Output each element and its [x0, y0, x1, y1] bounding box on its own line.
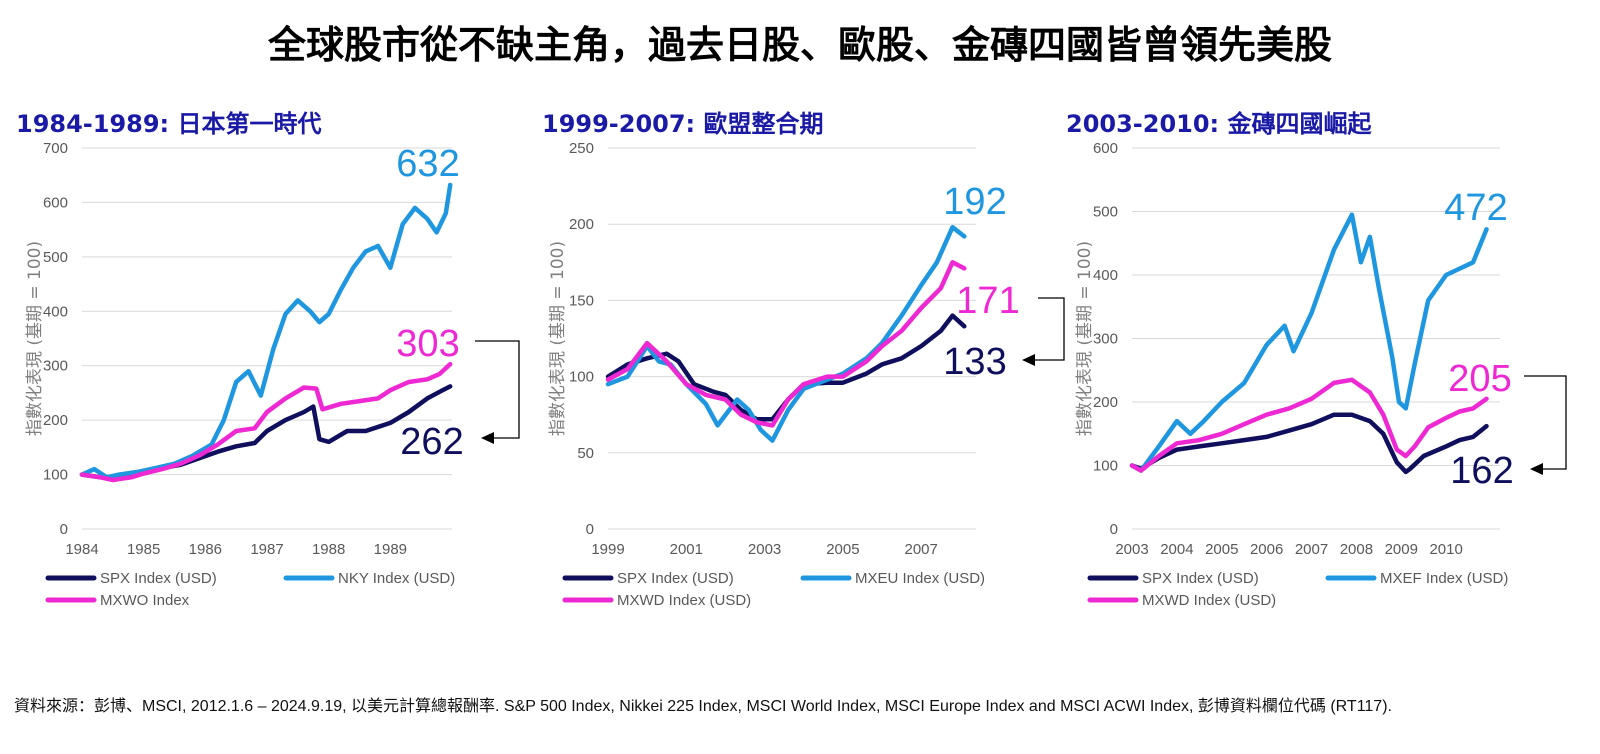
- end-value-label-spx: 162: [1450, 450, 1513, 492]
- y-tick-label: 500: [43, 249, 68, 266]
- chart-2-title: 1999-2007: 歐盟整合期: [542, 110, 824, 138]
- y-axis-label: 指數化表現 (基期 = 100): [1075, 241, 1095, 436]
- x-tick-label: 2009: [1385, 541, 1418, 558]
- x-tick-label: 2010: [1429, 541, 1462, 558]
- series-line-intl: [79, 182, 453, 480]
- y-tick-label: 300: [1093, 331, 1118, 348]
- y-tick-label: 150: [569, 292, 594, 309]
- series-line-intl: [1129, 212, 1489, 473]
- x-tick-label: 1985: [127, 541, 160, 558]
- bracket-arrow: [1524, 375, 1567, 470]
- bracket-arrow: [1032, 297, 1065, 361]
- y-tick-label: 600: [43, 194, 68, 211]
- y-tick-label: 200: [1093, 394, 1118, 411]
- arrow-head: [1022, 354, 1035, 366]
- x-tick-label: 1987: [250, 541, 283, 558]
- y-axis-label: 指數化表現 (基期 = 100): [25, 241, 45, 436]
- y-tick-label: 50: [577, 445, 594, 462]
- y-tick-label: 400: [1093, 267, 1118, 284]
- end-value-label-world: 205: [1448, 358, 1511, 400]
- y-tick-label: 200: [569, 216, 594, 233]
- legend-label-intl: NKY Index (USD): [338, 570, 455, 587]
- end-value-label-intl: 192: [943, 181, 1006, 223]
- y-tick-label: 100: [569, 369, 594, 386]
- series-line-spx: [79, 384, 453, 482]
- arrow-head: [481, 432, 494, 444]
- y-tick-label: 100: [1093, 458, 1118, 475]
- x-tick-label: 2001: [670, 541, 703, 558]
- x-tick-label: 1999: [591, 541, 624, 558]
- end-value-label-world: 171: [956, 280, 1019, 322]
- series-line-world: [79, 361, 453, 483]
- end-value-label-spx: 262: [400, 421, 463, 463]
- legend-label-world: MXWO Index: [100, 592, 190, 609]
- y-tick-label: 200: [43, 412, 68, 429]
- chart-1-title: 1984-1989: 日本第一時代: [16, 110, 322, 138]
- x-tick-label: 2003: [1115, 541, 1148, 558]
- series-line-world: [1129, 377, 1489, 473]
- legend-label-spx: SPX Index (USD): [1142, 570, 1259, 587]
- series-line-world: [605, 260, 967, 428]
- chart-2: 0 50 100 150 200 250 1999 2001 2003 2005 2007 指數化表現…: [548, 140, 1065, 609]
- x-tick-label: 2005: [826, 541, 859, 558]
- x-tick-label: 1989: [374, 541, 407, 558]
- legend-label-spx: SPX Index (USD): [617, 570, 734, 587]
- x-tick-label: 2006: [1250, 541, 1283, 558]
- series-line-intl: [605, 224, 967, 443]
- x-tick-label: 2007: [1295, 541, 1328, 558]
- end-value-label-world: 303: [396, 323, 459, 365]
- y-axis-label: 指數化表現 (基期 = 100): [548, 241, 568, 436]
- y-tick-label: 500: [1093, 204, 1118, 221]
- legend-label-world: MXWD Index (USD): [1142, 592, 1276, 609]
- legend-label-spx: SPX Index (USD): [100, 570, 217, 587]
- arrow-head: [1530, 463, 1543, 475]
- x-tick-label: 1986: [189, 541, 222, 558]
- chart-3-title: 2003-2010: 金磚四國崛起: [1066, 110, 1372, 138]
- x-tick-label: 2003: [748, 541, 781, 558]
- x-tick-label: 2004: [1160, 541, 1193, 558]
- y-tick-label: 600: [1093, 140, 1118, 157]
- y-tick-label: 0: [1110, 521, 1118, 538]
- series-line-spx: [1129, 412, 1489, 475]
- y-tick-label: 700: [43, 140, 68, 157]
- y-tick-label: 250: [569, 140, 594, 157]
- x-tick-label: 2005: [1205, 541, 1238, 558]
- y-tick-label: 0: [586, 521, 594, 538]
- y-tick-label: 400: [43, 303, 68, 320]
- legend-label-intl: MXEF Index (USD): [1380, 570, 1508, 587]
- legend-label-world: MXWD Index (USD): [617, 592, 751, 609]
- end-value-label-intl: 472: [1444, 187, 1507, 229]
- x-tick-label: 1988: [312, 541, 345, 558]
- x-tick-label: 2007: [905, 541, 938, 558]
- x-tick-label: 1984: [65, 541, 98, 558]
- legend-label-intl: MXEU Index (USD): [855, 570, 985, 587]
- y-tick-label: 100: [43, 467, 68, 484]
- chart-3: 0 100 200 300 400 500 600 2003 2004 2005 2006 2007 2…: [1075, 140, 1567, 609]
- bracket-arrow: [475, 340, 520, 439]
- y-tick-label: 0: [60, 521, 68, 538]
- page-title: 全球股市從不缺主角，過去日股、歐股、金磚四國皆曾領先美股: [267, 23, 1332, 67]
- x-tick-label: 2008: [1340, 541, 1373, 558]
- source-note: 資料來源：彭博、MSCI, 2012.1.6 – 2024.9.19, 以美元計…: [14, 698, 1392, 715]
- end-value-label-spx: 133: [943, 341, 1006, 383]
- y-tick-label: 300: [43, 358, 68, 375]
- chart-1: 0 100 200 300 400 500 600 700 1984 1985 1986 1987 19…: [25, 140, 520, 609]
- end-value-label-intl: 632: [396, 143, 459, 185]
